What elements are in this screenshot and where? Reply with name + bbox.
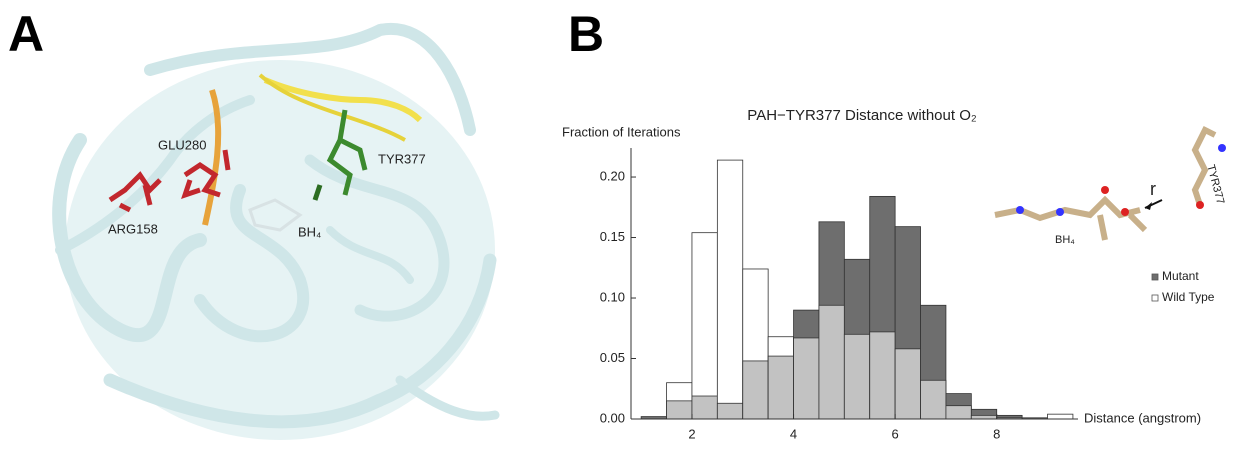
legend-label: Wild Type xyxy=(1162,290,1215,304)
ligand-label: BH₄ xyxy=(298,224,321,239)
residue-label: GLU280 xyxy=(158,137,206,152)
residue-label: TYR377 xyxy=(378,151,426,166)
residue-label: ARG158 xyxy=(108,221,158,236)
bar xyxy=(691,395,718,420)
x-tick-label: 8 xyxy=(993,426,1000,441)
bar xyxy=(818,304,845,420)
bar xyxy=(894,348,921,420)
bar xyxy=(793,337,820,420)
x-tick-label: 2 xyxy=(688,426,695,441)
bar xyxy=(666,400,693,420)
protein-structure: GLU280 TYR377 ARG158 BH₄ xyxy=(52,22,500,440)
legend-swatch xyxy=(1151,294,1159,302)
y-axis-label: Fraction of Iterations xyxy=(562,124,681,139)
y-tick-label: 0.05 xyxy=(600,350,625,365)
x-axis-label: Distance (angstrom) xyxy=(1084,410,1201,425)
bar xyxy=(691,232,718,420)
bar xyxy=(920,379,947,420)
inset-label: r xyxy=(1150,179,1156,199)
inset-label: BH₄ xyxy=(1055,234,1075,246)
bar xyxy=(716,402,744,420)
bar xyxy=(716,159,744,420)
x-tick-label: 4 xyxy=(790,426,797,441)
bar xyxy=(1047,413,1074,420)
panel-label: A xyxy=(8,6,44,62)
y-tick-label: 0.10 xyxy=(600,289,625,304)
panel-label: B xyxy=(568,6,604,62)
bar xyxy=(970,414,998,420)
legend-label: Mutant xyxy=(1162,269,1199,283)
y-tick-label: 0.15 xyxy=(600,229,625,244)
bar xyxy=(767,355,794,420)
x-tick-label: 6 xyxy=(892,426,899,441)
chart-title: PAH−TYR377 Distance without O₂ xyxy=(747,107,977,124)
bar xyxy=(742,360,769,420)
y-tick-label: 0.00 xyxy=(600,410,625,425)
bar xyxy=(945,405,972,420)
legend-swatch xyxy=(1151,273,1159,281)
y-tick-label: 0.20 xyxy=(600,168,625,183)
inset-label: TYR377 xyxy=(1204,163,1226,205)
bar xyxy=(869,331,896,420)
inset-molecule: r TYR377 BH₄ xyxy=(994,125,1226,246)
bar xyxy=(843,333,871,420)
